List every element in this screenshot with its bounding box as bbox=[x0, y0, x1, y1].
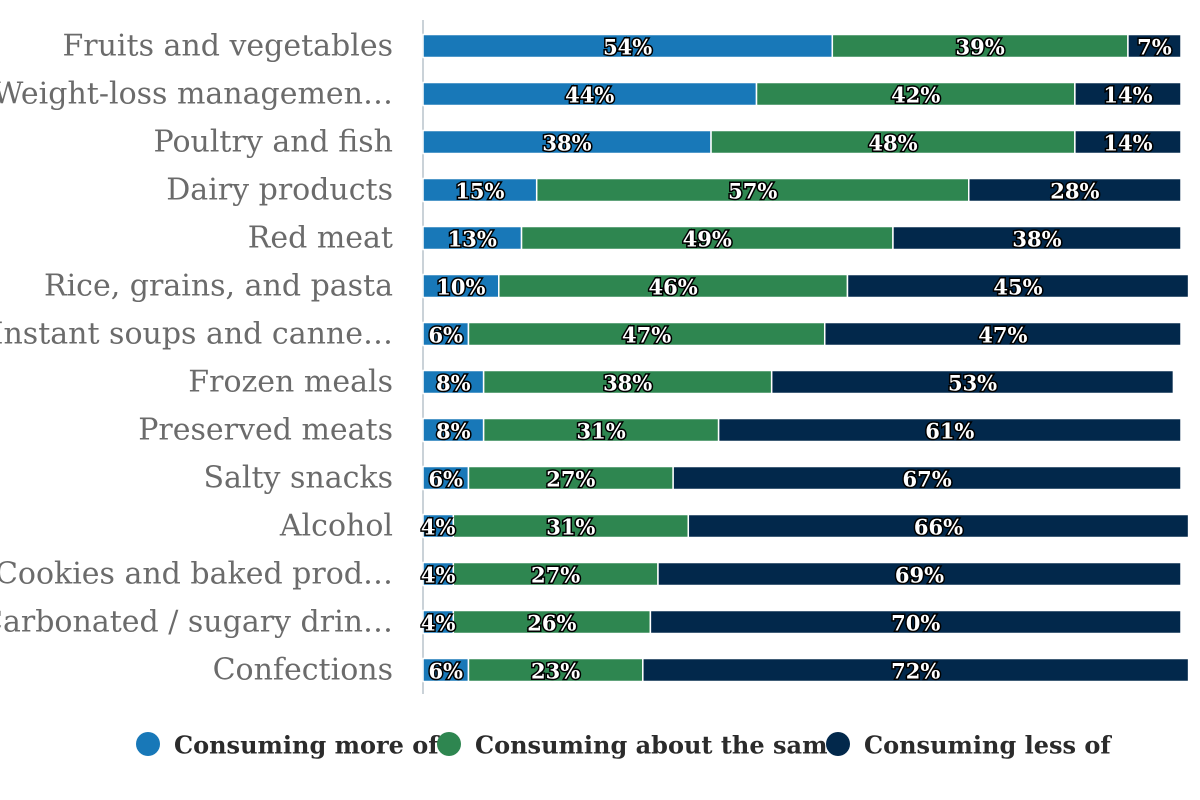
bar-segment bbox=[823, 321, 1182, 347]
data-label: 31% bbox=[577, 419, 626, 444]
data-label: 67% bbox=[902, 467, 951, 492]
bar-segment bbox=[649, 609, 1182, 635]
data-label: 42% bbox=[891, 83, 940, 108]
legend-label: Consuming less of bbox=[864, 731, 1112, 760]
legend-marker bbox=[826, 732, 850, 756]
data-label: 47% bbox=[978, 323, 1027, 348]
category-label: Rice, grains, and pasta bbox=[44, 269, 393, 304]
bar-segment bbox=[1074, 129, 1182, 155]
bar-segment bbox=[892, 225, 1182, 251]
data-label: 4% bbox=[421, 563, 456, 588]
data-label: 38% bbox=[1012, 227, 1061, 252]
data-label: 28% bbox=[1050, 179, 1099, 204]
category-labels: Fruits and vegetables Weight-loss managem… bbox=[0, 29, 393, 688]
data-label: 4% bbox=[421, 515, 456, 540]
data-label: 27% bbox=[546, 467, 595, 492]
bar-segment bbox=[846, 273, 1190, 299]
data-label: 53% bbox=[948, 371, 997, 396]
bars bbox=[422, 33, 1190, 683]
category-label: Confections bbox=[213, 653, 393, 688]
data-label: 8% bbox=[436, 419, 471, 444]
category-label: Salty snacks bbox=[203, 461, 393, 496]
legend: Consuming more of Consuming about the sam… bbox=[136, 731, 1112, 760]
bar-segment bbox=[687, 513, 1190, 539]
category-label: Preserved meats bbox=[138, 413, 393, 448]
data-label: 46% bbox=[649, 275, 698, 300]
data-label: 61% bbox=[925, 419, 974, 444]
category-label: Weight-loss managemen… bbox=[0, 77, 393, 112]
data-label: 13% bbox=[448, 227, 497, 252]
data-labels: 54% 39% 7% 44% 42% 14% 38% 48% 14% 15% 57% 28% 13% 49… bbox=[419, 33, 1173, 685]
data-label: 38% bbox=[603, 371, 652, 396]
data-label: 49% bbox=[683, 227, 732, 252]
data-label: 6% bbox=[428, 323, 463, 348]
data-label: 14% bbox=[1103, 131, 1152, 156]
data-label: 70% bbox=[891, 611, 940, 636]
data-label: 47% bbox=[622, 323, 671, 348]
bar-segment bbox=[672, 465, 1182, 491]
data-label: 39% bbox=[956, 35, 1005, 60]
data-label: 14% bbox=[1103, 83, 1152, 108]
data-label: 72% bbox=[891, 659, 940, 684]
legend-marker bbox=[136, 732, 160, 756]
data-label: 27% bbox=[531, 563, 580, 588]
bar-segment bbox=[642, 657, 1190, 683]
data-label: 69% bbox=[895, 563, 944, 588]
data-label: 57% bbox=[728, 179, 777, 204]
category-label: Frozen meals bbox=[188, 365, 393, 400]
data-label: 54% bbox=[603, 35, 652, 60]
data-label: 10% bbox=[436, 275, 485, 300]
data-label: 6% bbox=[428, 659, 463, 684]
data-label: 15% bbox=[455, 179, 504, 204]
data-label: 26% bbox=[527, 611, 576, 636]
legend-marker bbox=[437, 732, 461, 756]
data-label: 66% bbox=[914, 515, 963, 540]
data-label: 31% bbox=[546, 515, 595, 540]
bar-segment bbox=[1127, 33, 1182, 59]
data-label: 45% bbox=[993, 275, 1042, 300]
bar-segment bbox=[717, 417, 1182, 443]
legend-label: Consuming more of bbox=[174, 731, 440, 760]
category-label: Alcohol bbox=[279, 509, 393, 544]
data-label: 38% bbox=[542, 131, 591, 156]
bar-segment bbox=[770, 369, 1175, 395]
data-label: 44% bbox=[565, 83, 614, 108]
bar-segment bbox=[968, 177, 1182, 203]
category-label: Instant soups and canne… bbox=[0, 317, 393, 352]
data-label: 4% bbox=[421, 611, 456, 636]
data-label: 6% bbox=[428, 467, 463, 492]
bar-segment bbox=[657, 561, 1182, 587]
legend-label: Consuming about the sam bbox=[475, 731, 827, 760]
category-label: Red meat bbox=[248, 221, 393, 256]
data-label: 7% bbox=[1137, 35, 1172, 60]
category-label: Cookies and baked prod… bbox=[0, 557, 393, 592]
bar-segment bbox=[1074, 81, 1182, 107]
category-label: Poultry and fish bbox=[153, 125, 393, 160]
data-label: 48% bbox=[868, 131, 917, 156]
data-label: 23% bbox=[531, 659, 580, 684]
category-label: Fruits and vegetables bbox=[62, 29, 393, 64]
data-label: 8% bbox=[436, 371, 471, 396]
category-label: Carbonated / sugary drin… bbox=[0, 605, 393, 640]
category-label: Dairy products bbox=[166, 173, 393, 208]
